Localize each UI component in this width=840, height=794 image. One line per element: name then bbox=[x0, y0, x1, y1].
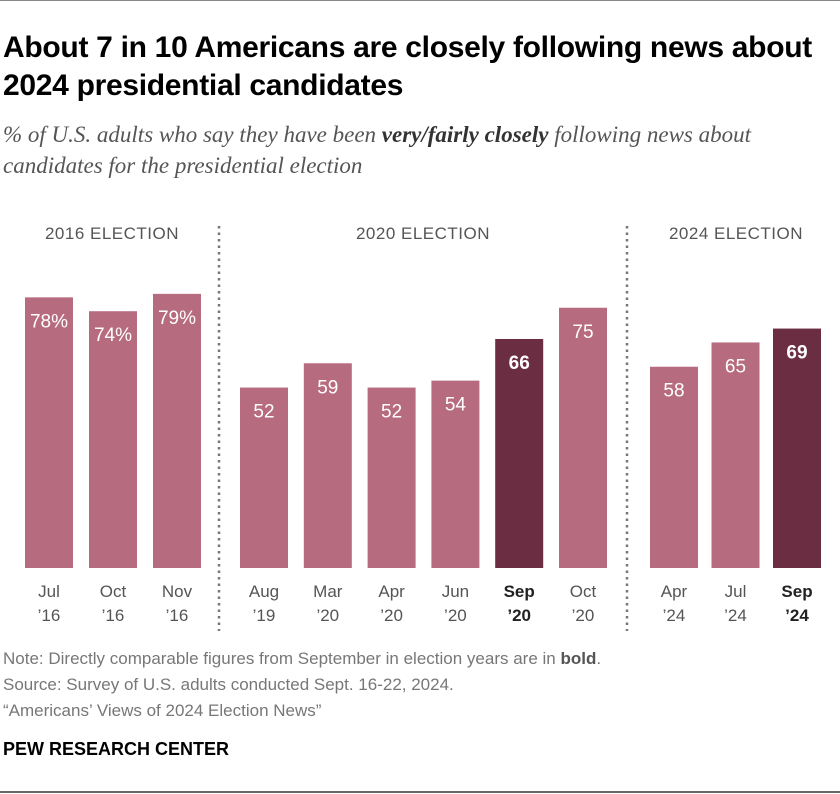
x-tick-label-year: ’20 bbox=[507, 606, 531, 625]
x-tick-label-year: ’19 bbox=[253, 606, 276, 625]
source: Source: Survey of U.S. adults conducted … bbox=[3, 675, 454, 694]
subtitle-text: % of U.S. adults who say they have been bbox=[3, 122, 382, 147]
data-label: 52 bbox=[381, 402, 402, 423]
data-label: 75 bbox=[572, 322, 593, 343]
data-label: 79% bbox=[158, 308, 196, 329]
x-tick-label-month: Apr bbox=[661, 582, 688, 601]
bar bbox=[711, 342, 760, 568]
x-tick-label-month: Aug bbox=[249, 582, 279, 601]
x-tick-label-month: Oct bbox=[570, 582, 597, 601]
brand-logo-text: PEW RESEARCH CENTER bbox=[3, 739, 230, 759]
note-bold: bold bbox=[560, 649, 597, 668]
x-tick-label-year: ’16 bbox=[38, 606, 61, 625]
bar bbox=[153, 293, 201, 568]
data-label: 54 bbox=[445, 395, 467, 416]
divider bbox=[0, 791, 840, 793]
data-label: 52 bbox=[253, 402, 274, 423]
note-text: Note: Directly comparable figures from S… bbox=[3, 649, 561, 668]
data-label: 78% bbox=[30, 311, 68, 332]
data-label: 74% bbox=[94, 325, 132, 346]
subtitle-emphasis: very/fairly closely bbox=[381, 122, 549, 147]
x-tick-label-year: ’20 bbox=[572, 606, 595, 625]
x-tick-label-month: Jun bbox=[442, 582, 469, 601]
group-label: 2024 ELECTION bbox=[669, 224, 803, 243]
x-tick-label-year: ’24 bbox=[785, 606, 809, 625]
data-label: 69 bbox=[786, 343, 807, 364]
bar bbox=[303, 363, 352, 568]
data-label: 65 bbox=[725, 356, 746, 377]
x-tick-label-month: Sep bbox=[504, 582, 535, 601]
data-label: 66 bbox=[509, 353, 530, 374]
x-tick-label-month: Mar bbox=[313, 582, 343, 601]
bar bbox=[25, 297, 73, 568]
x-tick-label-month: Oct bbox=[100, 582, 127, 601]
bar bbox=[650, 366, 698, 568]
x-tick-label-year: ’24 bbox=[663, 606, 686, 625]
x-tick-label-year: ’20 bbox=[316, 606, 339, 625]
x-tick-label-month: Sep bbox=[781, 582, 812, 601]
x-tick-label-year: ’16 bbox=[166, 606, 189, 625]
x-tick-label-year: ’24 bbox=[724, 606, 747, 625]
note: Note: Directly comparable figures from S… bbox=[3, 649, 601, 669]
x-tick-label-month: Jul bbox=[725, 582, 747, 601]
bar bbox=[89, 311, 137, 568]
data-label: 59 bbox=[317, 377, 338, 398]
bar bbox=[773, 328, 821, 568]
bar bbox=[495, 338, 544, 568]
chart-subtitle: % of U.S. adults who say they have been … bbox=[3, 119, 833, 181]
bar bbox=[367, 387, 416, 568]
x-tick-label-year: ’16 bbox=[102, 606, 125, 625]
x-tick-label-month: Apr bbox=[378, 582, 405, 601]
group-label: 2016 ELECTION bbox=[45, 224, 179, 243]
x-tick-label-month: Jul bbox=[38, 582, 60, 601]
x-tick-label-year: ’20 bbox=[380, 606, 403, 625]
note-text: . bbox=[596, 649, 602, 668]
subtitle-text: following news about candidates for the … bbox=[3, 122, 751, 178]
data-label: 58 bbox=[663, 381, 684, 402]
bar bbox=[559, 307, 607, 568]
chart-title: About 7 in 10 Americans are closely foll… bbox=[3, 31, 812, 102]
x-tick-label-year: ’20 bbox=[444, 606, 467, 625]
x-tick-label-month: Nov bbox=[162, 582, 193, 601]
group-label: 2020 ELECTION bbox=[356, 224, 490, 243]
bar-chart: 2016 ELECTION 78% Jul ’16 74% Oct ’16 79% Nov ’16… bbox=[25, 224, 821, 631]
report-title: “Americans’ Views of 2024 Election News” bbox=[3, 701, 322, 720]
bar bbox=[240, 387, 288, 568]
bar bbox=[431, 380, 480, 568]
